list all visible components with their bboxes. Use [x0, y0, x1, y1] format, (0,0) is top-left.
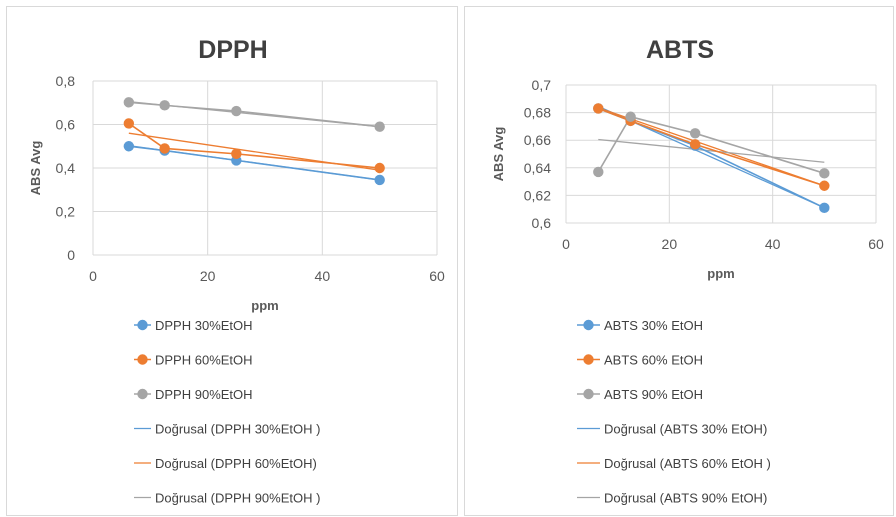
x-tick-label: 40 — [315, 268, 331, 284]
data-point-series-1 — [374, 174, 385, 186]
trendline-3 — [598, 138, 825, 163]
data-point-series-2 — [159, 143, 170, 154]
data-point-series-2 — [123, 118, 135, 129]
legend-label-2: DPPH 60%EtOH — [155, 353, 253, 368]
y-tick-label: 0 — [67, 247, 75, 263]
legend-marker-3 — [137, 388, 148, 400]
legend-marker-2 — [137, 354, 148, 365]
chart-title: ABTS — [646, 36, 714, 64]
trendline-2 — [598, 107, 825, 187]
legend-marker-1 — [137, 319, 148, 331]
legend-label-1: ABTS 30% EtOH — [604, 318, 703, 333]
y-tick-label: 0,68 — [524, 105, 551, 121]
data-point-series-3 — [593, 166, 604, 178]
legend-label-4: Doğrusal (ABTS 30% EtOH) — [604, 422, 767, 437]
abts-chart: ABTS 0,6 0,62 0,64 0,66 0,68 0,7 0 20 40 60 ABS Avg… — [491, 36, 884, 506]
legend-label-2: ABTS 60% EtOH — [604, 353, 703, 368]
data-point-series-3 — [689, 128, 701, 139]
legend-label-5: Doğrusal (ABTS 60% EtOH ) — [604, 456, 771, 471]
data-point-series-1 — [123, 141, 135, 152]
legend-label-4: Doğrusal (DPPH 30%EtOH ) — [155, 422, 320, 437]
legend-label-1: DPPH 30%EtOH — [155, 318, 253, 333]
y-tick-label: 0,62 — [524, 187, 551, 203]
series-line-3 — [128, 101, 380, 128]
series-line-2 — [128, 122, 380, 169]
legend-label-6: Doğrusal (DPPH 90%EtOH ) — [155, 491, 320, 506]
data-point-series-2 — [374, 162, 385, 174]
data-point-series-3 — [819, 168, 830, 179]
legend-marker-3 — [583, 388, 594, 400]
data-point-series-3 — [123, 97, 135, 108]
x-tick-label: 60 — [868, 236, 884, 252]
series-line-2 — [598, 107, 825, 187]
series-line-1 — [128, 145, 380, 181]
x-tick-label: 20 — [200, 268, 216, 284]
legend-marker-1 — [583, 319, 594, 331]
y-tick-label: 0,4 — [56, 160, 76, 176]
legend-marker-2 — [583, 354, 594, 365]
data-point-series-3 — [374, 121, 385, 132]
data-point-series-1 — [819, 202, 830, 214]
y-tick-label: 0,8 — [56, 73, 76, 89]
x-tick-label: 40 — [765, 236, 781, 252]
chart-title: DPPH — [198, 36, 267, 64]
x-axis-title: ppm — [251, 298, 278, 313]
dpph-chart-panel: DPPH 0 0,2 0,4 0,6 0,8 0 20 40 60 ABS Avg ppm DPPH 3… — [6, 6, 458, 516]
y-tick-label: 0,7 — [532, 77, 552, 93]
y-tick-label: 0,6 — [532, 215, 552, 231]
y-tick-label: 0,66 — [524, 132, 551, 148]
data-point-series-2 — [819, 180, 830, 191]
legend-label-3: DPPH 90%EtOH — [155, 387, 253, 402]
data-point-series-3 — [231, 105, 242, 117]
data-point-series-3 — [159, 100, 170, 111]
series-line-3 — [597, 115, 825, 175]
y-tick-label: 0,64 — [524, 160, 551, 176]
data-point-series-2 — [593, 103, 604, 114]
data-point-series-2 — [231, 148, 242, 160]
x-axis-title: ppm — [707, 266, 734, 281]
x-tick-label: 0 — [89, 268, 97, 284]
y-axis-title: ABS Avg — [491, 127, 506, 182]
y-tick-label: 0,2 — [56, 204, 76, 220]
y-axis-title: ABS Avg — [28, 141, 43, 196]
x-tick-label: 20 — [662, 236, 678, 252]
dpph-chart: DPPH 0 0,2 0,4 0,6 0,8 0 20 40 60 ABS Avg ppm DPPH 3… — [28, 36, 445, 506]
data-point-series-2 — [689, 139, 701, 150]
legend-label-5: Doğrusal (DPPH 60%EtOH) — [155, 456, 317, 471]
x-tick-label: 0 — [562, 236, 570, 252]
y-tick-label: 0,6 — [56, 117, 76, 133]
x-tick-label: 60 — [429, 268, 445, 284]
legend-label-6: Doğrusal (ABTS 90% EtOH) — [604, 491, 767, 506]
abts-chart-panel: ABTS 0,6 0,62 0,64 0,66 0,68 0,7 0 20 40 60 ABS Avg… — [464, 6, 894, 516]
data-point-series-3 — [625, 111, 636, 122]
legend-label-3: ABTS 90% EtOH — [604, 387, 703, 402]
